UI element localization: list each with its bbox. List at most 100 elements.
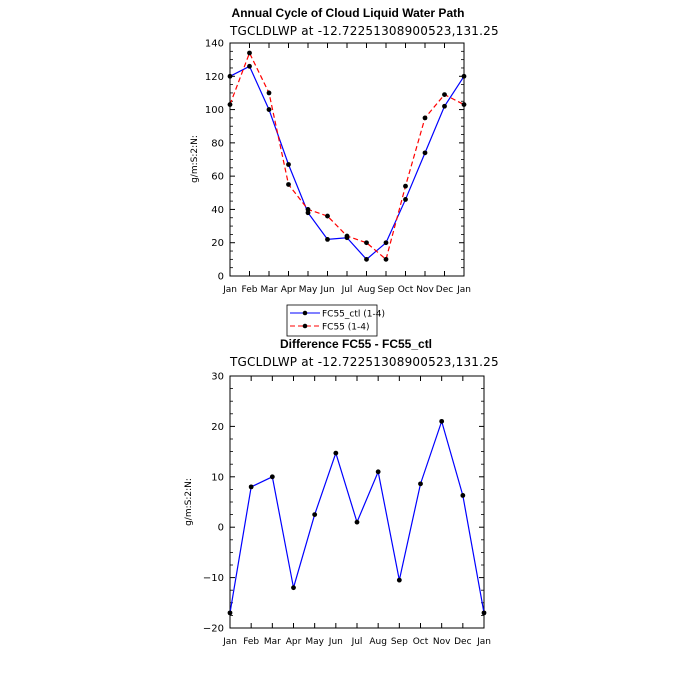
x-tick-label: Jan [476,637,491,647]
x-tick-label: Sep [391,637,408,647]
y-tick-label: 0 [218,272,224,283]
chart1-series [227,50,467,262]
data-point-s1-11 [442,92,447,97]
data-point-s0-1 [248,484,254,490]
series-line-1 [229,51,465,261]
data-point-s1-6 [344,233,350,239]
chart1-y-axis-label: g/m:S:2:N: [190,135,200,183]
series-line-0 [229,65,465,261]
x-tick-label: Mar [264,637,281,647]
data-point-s0-5 [333,450,339,456]
data-point-s0-3 [286,162,291,167]
chart2-ticks [229,375,485,629]
y-tick-label: 120 [205,72,224,83]
x-tick-label: Jun [328,637,343,647]
data-point-s0-4 [305,210,311,216]
x-tick-label: Jan [222,285,237,295]
series-line-0 [229,419,485,613]
chart1-ticks [229,42,465,277]
chart1-x-tick-labels: Jan Feb Mar Apr May Jun Jul Aug Sep Oct Nov Dec Jan [222,285,471,295]
data-point-s0-2 [266,107,272,112]
x-tick-label: Dec [454,637,471,647]
x-tick-label: Jan [222,637,237,647]
x-tick-label: Feb [243,637,259,647]
chart-annual-cycle: Annual Cycle of Cloud Liquid Water Path … [190,6,499,337]
data-point-s0-11 [460,493,466,498]
data-point-s1-0 [227,102,233,107]
chart2-series [227,418,487,616]
data-point-s1-9 [403,183,408,189]
x-tick-label: Oct [413,637,429,647]
chart1-y-tick-labels: 0 20 40 60 80 100 120 140 [205,39,224,283]
data-point-s0-10 [439,418,445,424]
data-point-s0-12 [461,73,467,79]
legend-box [286,304,378,337]
data-point-s0-0 [227,73,233,79]
data-point-s0-7 [375,469,381,475]
x-tick-label: Oct [398,285,414,295]
x-tick-label: Jan [456,285,471,295]
data-point-s1-5 [325,213,330,219]
x-tick-label: Sep [378,285,395,295]
chart2-subtitle: TGCLDLWP at -12.72251308900523,131.25 [229,355,499,369]
chart1-title: Annual Cycle of Cloud Liquid Water Path [232,6,465,20]
x-tick-label: Feb [242,285,258,295]
data-point-s0-8 [396,577,402,583]
x-tick-label: Jun [319,285,334,295]
y-tick-label: 20 [211,238,224,249]
x-tick-label: Nov [416,285,434,295]
y-tick-label: 40 [211,205,224,216]
x-tick-label: Apr [286,637,302,647]
y-tick-label: 10 [211,472,224,483]
y-tick-label: −10 [203,573,224,584]
chart2-plot-frame [229,375,485,629]
x-tick-label: Dec [436,285,453,295]
chart1-subtitle: TGCLDLWP at -12.72251308900523,131.25 [229,24,499,38]
y-tick-label: 20 [211,422,224,433]
chart2-title: Difference FC55 - FC55_ctl [280,337,432,351]
chart1-plot-frame [229,42,465,277]
y-tick-label: 100 [205,105,224,116]
data-point-s0-1 [247,63,252,69]
x-tick-label: Mar [261,285,278,295]
y-tick-label: 60 [211,172,224,183]
data-point-s1-4 [305,207,311,212]
data-point-s0-10 [422,150,428,156]
chart2-x-tick-labels: Jan Feb Mar Apr May Jun Jul Aug Sep Oct Nov Dec Jan [222,637,491,647]
data-point-s0-7 [364,256,369,262]
legend-marker-ctl [302,310,308,316]
data-point-s1-12 [461,102,467,107]
data-point-s0-8 [383,240,389,246]
data-point-s0-11 [442,103,447,109]
chart2-y-axis-label: g/m:S:2:N: [184,478,194,526]
data-point-s0-5 [325,236,330,242]
x-tick-label: Nov [433,637,451,647]
x-tick-label: Aug [369,637,387,647]
data-point-s0-0 [227,610,233,616]
data-point-s0-12 [481,610,487,616]
data-point-s0-9 [418,481,423,487]
x-tick-label: Jul [341,285,353,295]
x-tick-label: Aug [358,285,376,295]
chart-difference: Difference FC55 - FC55_ctl TGCLDLWP at -… [184,337,499,647]
y-tick-label: 80 [211,138,224,149]
legend-label-ctl: FC55_ctl (1-4) [322,310,385,320]
legend-label-fc55: FC55 (1-4) [322,323,370,333]
x-tick-label: May [299,285,318,295]
data-point-s1-3 [286,182,291,187]
x-tick-label: Jul [351,637,363,647]
data-point-s1-1 [247,50,252,56]
x-tick-label: May [305,637,324,647]
x-tick-label: Apr [281,285,297,295]
data-point-s1-2 [266,90,272,96]
chart1-legend: FC55_ctl (1-4) FC55 (1-4) [286,304,385,337]
y-tick-label: 0 [218,523,224,534]
data-point-s0-2 [269,474,275,480]
y-tick-label: −20 [203,624,224,635]
data-point-s0-3 [291,585,296,591]
data-point-s1-7 [364,240,369,246]
data-point-s1-10 [422,115,428,121]
data-point-s0-9 [403,197,408,202]
data-point-s0-6 [354,519,360,525]
